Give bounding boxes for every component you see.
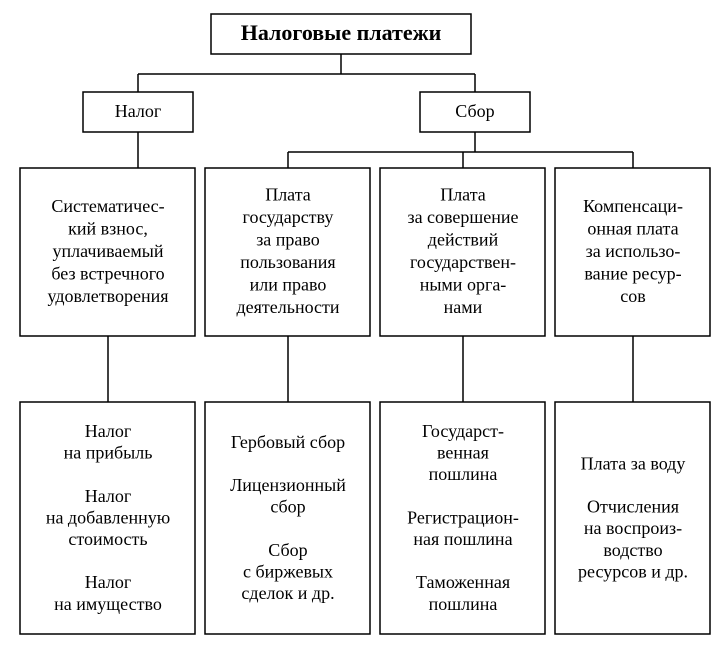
ex-e4-label: Плата за водуОтчисленияна воспроиз-водст… — [578, 453, 688, 581]
desc-c1-label: Систематичес-кий взнос,уплачиваемыйбез в… — [47, 196, 168, 306]
nalog-box-label: Налог — [115, 101, 162, 121]
sbor-box-label: Сбор — [455, 101, 494, 121]
root-box-label: Налоговые платежи — [241, 20, 442, 45]
